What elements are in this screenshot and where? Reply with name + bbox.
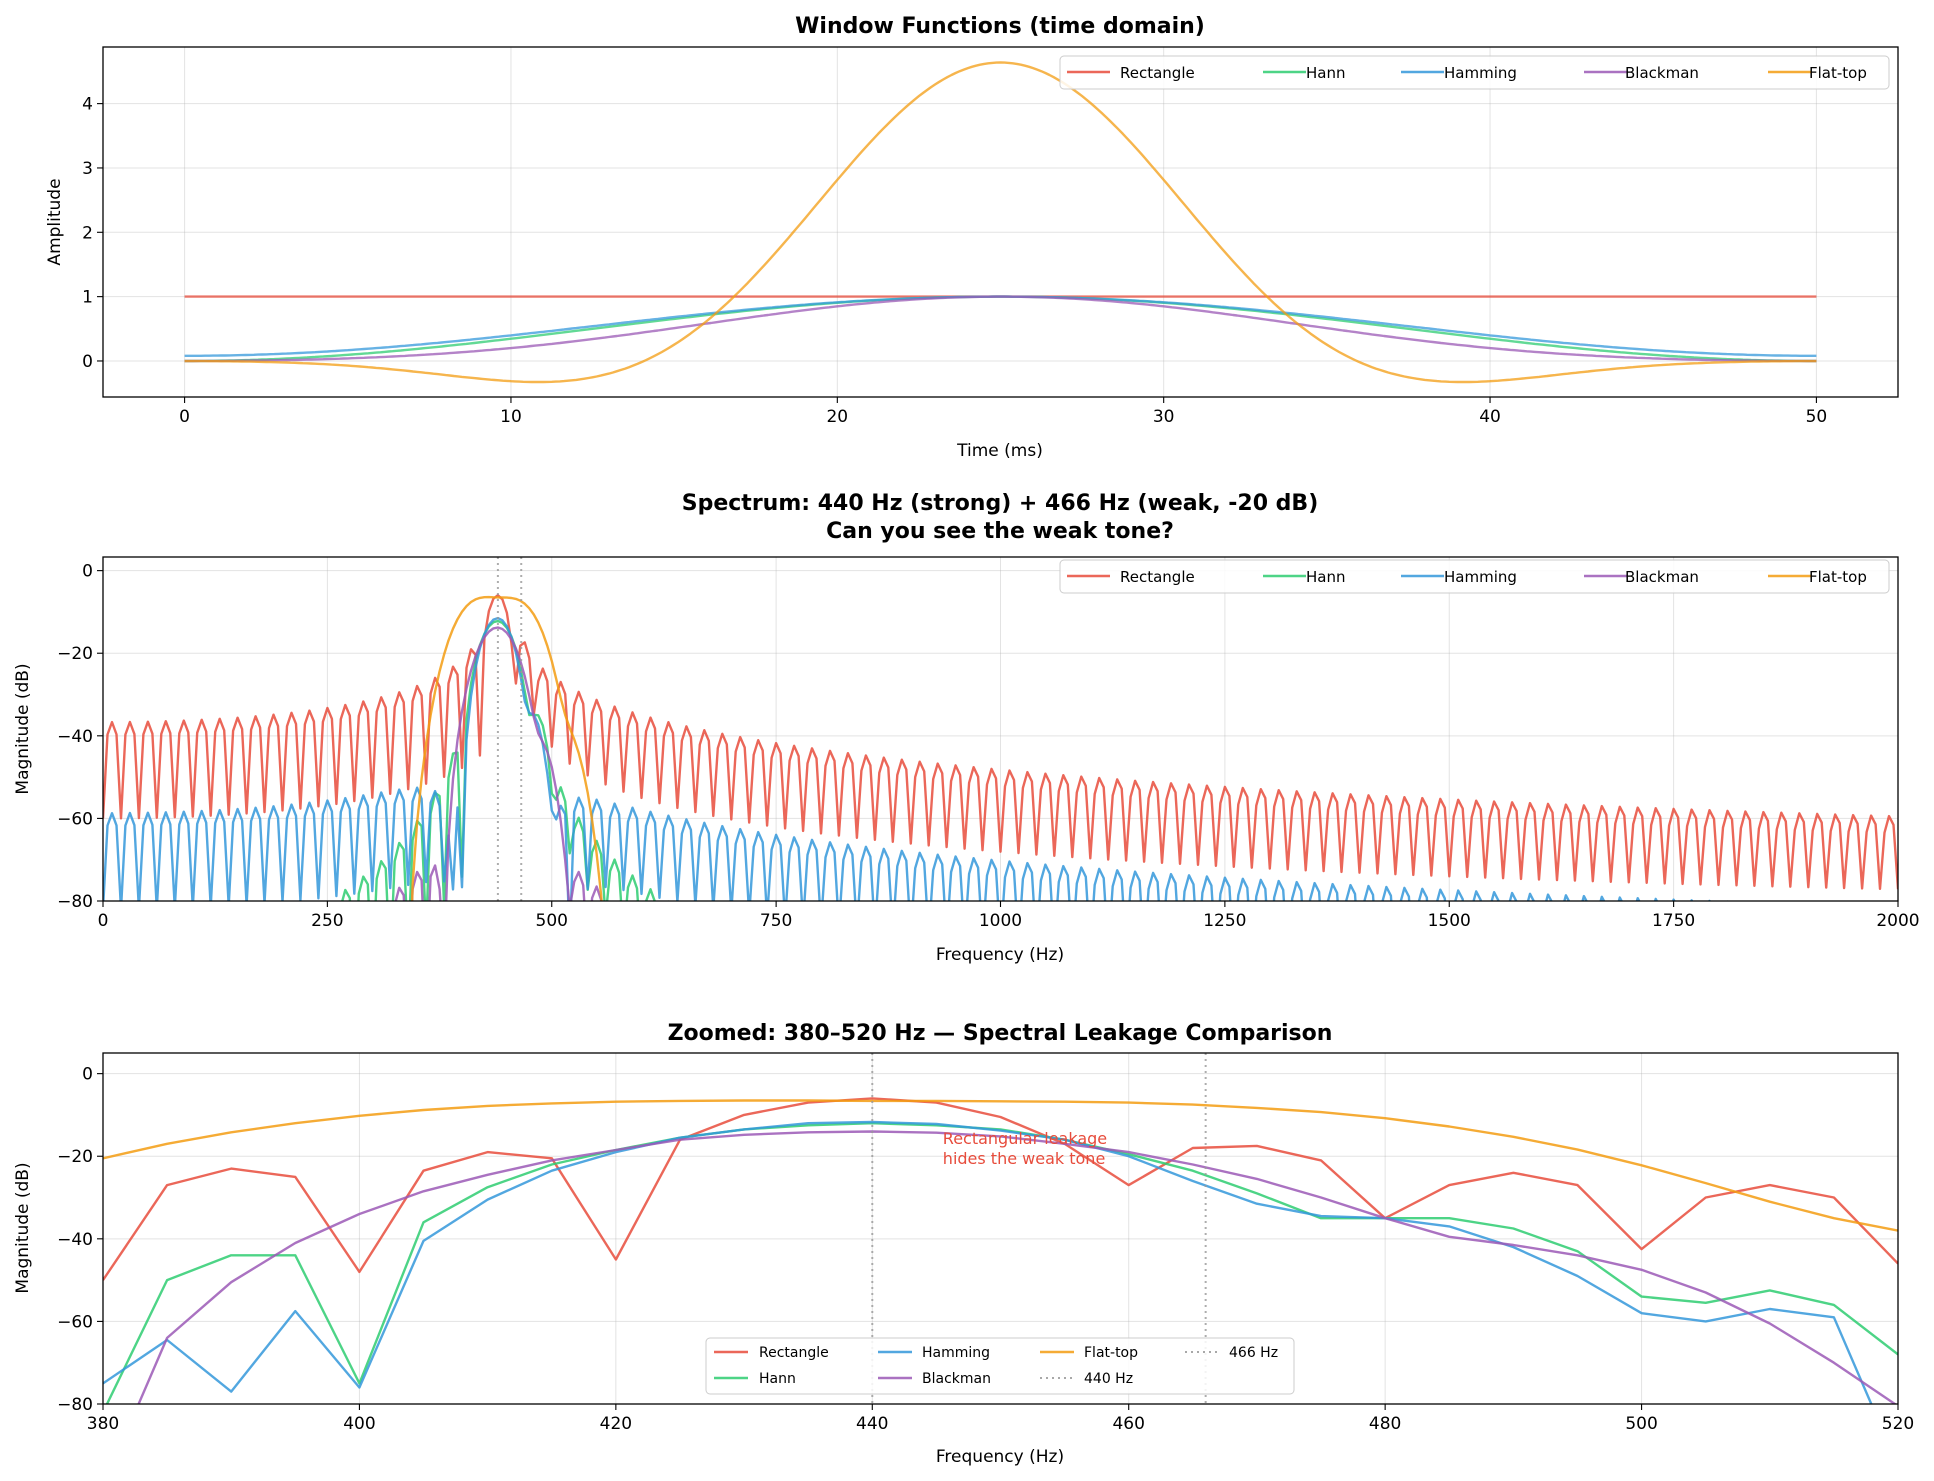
panel1-axes-frame <box>102 46 1899 398</box>
panel2-xtick-label: 750 <box>760 911 792 931</box>
panel3-xtick-label: 440 <box>856 1414 888 1434</box>
panel3-legend-label-hamming: Hamming <box>922 1345 990 1361</box>
panel3-ytick-label: −20 <box>57 1147 93 1167</box>
panel1-legend: Rectangle Hann Hamming Blackman Flat-top <box>1059 55 1890 90</box>
panel1-xtick-label: 0 <box>179 407 190 427</box>
panel3-title: Zoomed: 380–520 Hz — Spectral Leakage Co… <box>668 1021 1333 1046</box>
spectrum-line-rectangle <box>103 594 1898 890</box>
panel2-subtitle: Can you see the weak tone? <box>826 519 1174 544</box>
panel1-xtick-label: 50 <box>1806 407 1828 427</box>
panel1-xtick-label: 40 <box>1479 407 1501 427</box>
panel3-legend-label-rectangle: Rectangle <box>759 1345 829 1361</box>
panel1-legend-box <box>1059 55 1890 90</box>
panel2-xtick-label: 250 <box>311 911 343 931</box>
panel3-xtick-label: 480 <box>1369 1414 1401 1434</box>
panel3-zoomed-spectrum: 380 400 420 440 460 480 500 520 −80 −60 −40 −20 0 Rec… <box>57 1052 1914 1434</box>
zoom-line-hamming <box>103 1120 1873 1404</box>
panel3-legend-label-466-hz: 466 Hz <box>1229 1345 1278 1361</box>
panel2-xlabel: Frequency (Hz) <box>936 945 1064 965</box>
zoom-line-rectangle <box>103 1097 1898 1281</box>
panel2-legend-label-hann: Hann <box>1306 568 1346 586</box>
panel3-legend: Rectangle Hann Hamming Blackman Flat-top 440 … <box>705 1337 1295 1395</box>
panel2-spectrum: 0 250 500 750 1000 1250 1500 1750 2000 −80 −60 −40 −… <box>57 556 1920 931</box>
panel2-legend: Rectangle Hann Hamming Blackman Flat-top <box>1059 559 1890 594</box>
panel3-xlabel: Frequency (Hz) <box>936 1447 1064 1467</box>
panel1-ytick-label: 0 <box>82 352 93 372</box>
panel3-legend-label-440-hz: 440 Hz <box>1084 1371 1133 1387</box>
panel1-title: Window Functions (time domain) <box>795 14 1205 39</box>
panel3-ytick-label: −60 <box>57 1312 93 1332</box>
panel3-ylabel: Magnitude (dB) <box>13 1162 33 1293</box>
panel2-legend-label-flat-top: Flat-top <box>1809 568 1867 586</box>
panel2-ytick-label: −20 <box>57 644 93 664</box>
panel1-window-functions: 0 10 20 30 40 50 0 1 2 3 4 Rectangle Hann Hamming Blac… <box>82 46 1899 427</box>
panel2-ytick-label: −40 <box>57 727 93 747</box>
spectrum-line-blackman <box>394 626 616 901</box>
panel1-ytick-label: 4 <box>82 95 93 115</box>
panel1-ytick-label: 3 <box>82 159 93 179</box>
panel2-xtick-label: 1000 <box>979 911 1022 931</box>
window-line-hann <box>184 295 1817 363</box>
panel1-legend-label-hann: Hann <box>1306 64 1346 82</box>
panel2-axes-frame <box>102 556 1899 902</box>
panel1-ytick-label: 2 <box>82 223 93 243</box>
panel3-ytick-label: 0 <box>82 1065 93 1085</box>
panel1-xlabel: Time (ms) <box>956 441 1043 461</box>
zoom-line-blackman <box>137 1130 1898 1404</box>
spectrum-line-hamming <box>103 616 1729 901</box>
panel1-legend-label-flat-top: Flat-top <box>1809 64 1867 82</box>
panel2-ytick-label: −60 <box>57 809 93 829</box>
panel2-legend-box <box>1059 559 1890 594</box>
panel2-xtick-label: 1750 <box>1652 911 1695 931</box>
panel3-legend-label-hann: Hann <box>759 1371 796 1387</box>
panel3-xtick-label: 380 <box>87 1414 119 1434</box>
panel2-xtick-label: 2000 <box>1876 911 1919 931</box>
panel3-ytick-label: −40 <box>57 1230 93 1250</box>
panel3-axes-frame <box>102 1052 1899 1405</box>
panel3-ytick-label: −80 <box>57 1395 93 1415</box>
panel3-xtick-label: 460 <box>1112 1414 1144 1434</box>
zoom-line-flat-top <box>103 1099 1898 1232</box>
panel3-xtick-label: 500 <box>1625 1414 1657 1434</box>
panel1-xtick-label: 20 <box>826 407 848 427</box>
leakage-annotation: hides the weak tone <box>943 1149 1105 1168</box>
panel3-xtick-label: 400 <box>343 1414 375 1434</box>
spectrum-line-hann <box>326 619 670 901</box>
window-line-flat-top <box>184 61 1817 384</box>
panel2-legend-label-blackman: Blackman <box>1625 568 1699 586</box>
panel2-legend-label-rectangle: Rectangle <box>1120 568 1195 586</box>
panel2-xtick-label: 1250 <box>1203 911 1246 931</box>
panel2-title: Spectrum: 440 Hz (strong) + 466 Hz (weak… <box>682 491 1319 516</box>
panel1-ylabel: Amplitude <box>45 178 65 265</box>
panel3-legend-label-blackman: Blackman <box>922 1371 991 1387</box>
panel3-xtick-label: 420 <box>600 1414 632 1434</box>
panel2-ylabel: Magnitude (dB) <box>13 663 33 794</box>
panel2-ytick-label: −80 <box>57 892 93 912</box>
panel2-xtick-label: 500 <box>536 911 568 931</box>
panel1-xtick-label: 30 <box>1153 407 1175 427</box>
panel1-legend-label-rectangle: Rectangle <box>1120 64 1195 82</box>
panel3-xtick-label: 520 <box>1882 1414 1914 1434</box>
panel2-ytick-label: 0 <box>82 562 93 582</box>
panel1-legend-label-hamming: Hamming <box>1444 64 1517 82</box>
panel3-legend-box <box>705 1337 1295 1395</box>
window-line-blackman <box>184 295 1817 363</box>
panel2-xtick-label: 1500 <box>1428 911 1471 931</box>
panel1-ytick-label: 1 <box>82 288 93 308</box>
panel1-legend-label-blackman: Blackman <box>1625 64 1699 82</box>
panel3-legend-label-flat-top: Flat-top <box>1084 1345 1138 1361</box>
panel2-legend-label-hamming: Hamming <box>1444 568 1517 586</box>
leakage-annotation: Rectangular leakage <box>943 1129 1107 1148</box>
panel1-xtick-label: 10 <box>500 407 522 427</box>
panel2-xtick-label: 0 <box>98 911 109 931</box>
